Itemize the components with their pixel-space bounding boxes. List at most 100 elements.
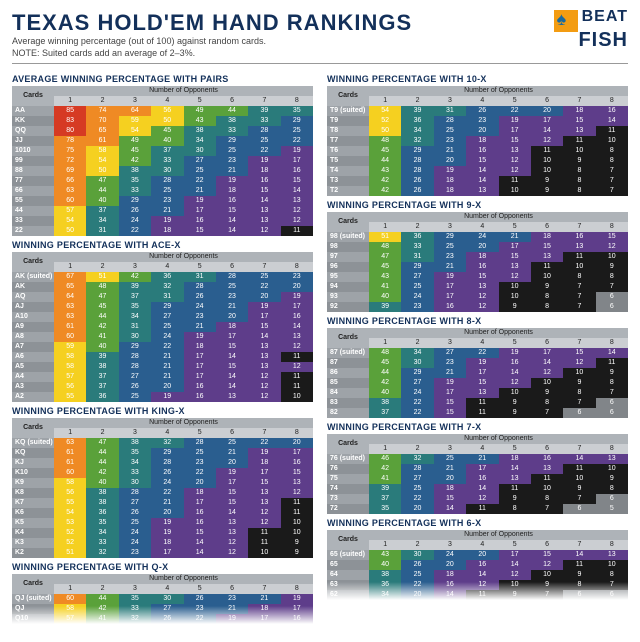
- pct-cell: 35: [281, 106, 313, 116]
- pct-cell: 26: [151, 468, 183, 478]
- pct-cell: 19: [216, 614, 248, 624]
- pct-cell: 21: [151, 352, 183, 362]
- pct-cell: 54: [119, 126, 151, 136]
- pct-cell: 22: [401, 580, 433, 590]
- hand-label: KQ (suited): [12, 438, 54, 448]
- col-header: 1: [369, 96, 401, 106]
- col-header: 1: [369, 540, 401, 550]
- pct-cell: 17: [184, 362, 216, 372]
- hand-label: 92: [327, 302, 369, 312]
- pct-cell: 40: [86, 196, 118, 206]
- hand-label: A3: [12, 382, 54, 392]
- pct-cell: 25: [434, 126, 466, 136]
- pct-cell: 16: [434, 302, 466, 312]
- pct-cell: 56: [151, 106, 183, 116]
- col-header: 8: [596, 96, 628, 106]
- pct-cell: 66: [54, 176, 86, 186]
- pct-cell: 8: [563, 176, 595, 186]
- pct-cell: 33: [248, 116, 280, 126]
- pct-cell: 28: [119, 352, 151, 362]
- pct-cell: 12: [499, 166, 531, 176]
- hand-label: 74: [327, 484, 369, 494]
- pct-cell: 8: [531, 302, 563, 312]
- pct-cell: 16: [184, 382, 216, 392]
- pct-cell: 9: [531, 580, 563, 590]
- pct-cell: 44: [86, 448, 118, 458]
- col-header: 6: [531, 444, 563, 454]
- pct-cell: 8: [563, 186, 595, 196]
- hand-label: AK: [12, 282, 54, 292]
- pct-cell: 12: [466, 302, 498, 312]
- pct-cell: 37: [119, 292, 151, 302]
- col-header: 7: [248, 428, 280, 438]
- pct-cell: 23: [434, 358, 466, 368]
- section-title: WINNING PERCENTAGE WITH 10-X: [327, 74, 628, 84]
- pct-cell: 12: [531, 560, 563, 570]
- pct-cell: 39: [401, 106, 433, 116]
- pct-cell: 11: [248, 538, 280, 548]
- col-header: 7: [248, 96, 280, 106]
- hand-label: KQ: [12, 448, 54, 458]
- col-header: 5: [499, 540, 531, 550]
- cards-header: Cards: [12, 574, 54, 594]
- pct-cell: 11: [563, 464, 595, 474]
- pct-cell: 19: [184, 332, 216, 342]
- pct-cell: 33: [119, 468, 151, 478]
- pct-cell: 58: [54, 478, 86, 488]
- pct-cell: 11: [466, 590, 498, 600]
- header: TEXAS HOLD'EM HAND RANKINGS Average winn…: [12, 10, 628, 64]
- logo-text-bottom: FISH: [554, 32, 628, 49]
- section-title: WINNING PERCENTAGE WITH 8-X: [327, 316, 628, 326]
- pct-cell: 22: [248, 438, 280, 448]
- col-header: 7: [563, 338, 595, 348]
- col-header: 5: [184, 96, 216, 106]
- col-header: 5: [184, 262, 216, 272]
- pct-cell: 6: [563, 590, 595, 600]
- pct-cell: 37: [86, 372, 118, 382]
- pct-cell: 10: [596, 560, 628, 570]
- pct-cell: 14: [281, 322, 313, 332]
- pct-cell: 69: [54, 166, 86, 176]
- pct-cell: 23: [184, 458, 216, 468]
- pct-cell: 20: [434, 560, 466, 570]
- col-header: 8: [596, 338, 628, 348]
- pct-cell: 16: [184, 392, 216, 402]
- pct-cell: 26: [401, 176, 433, 186]
- col-header: 6: [216, 428, 248, 438]
- pct-cell: 10: [531, 166, 563, 176]
- pct-cell: 33: [151, 156, 183, 166]
- pct-cell: 7: [531, 504, 563, 514]
- hand-label: 55: [12, 196, 54, 206]
- hand-label: 22: [12, 226, 54, 236]
- pct-cell: 15: [184, 528, 216, 538]
- pct-cell: 26: [401, 186, 433, 196]
- col-header: 6: [216, 584, 248, 594]
- pct-cell: 28: [248, 126, 280, 136]
- pct-cell: 19: [248, 156, 280, 166]
- pct-cell: 18: [216, 186, 248, 196]
- pct-cell: 59: [54, 342, 86, 352]
- pct-cell: 23: [184, 312, 216, 322]
- pct-cell: 64: [119, 106, 151, 116]
- pct-cell: 12: [281, 216, 313, 226]
- pct-cell: 14: [216, 226, 248, 236]
- pct-cell: 10: [596, 252, 628, 262]
- pct-cell: 21: [216, 604, 248, 614]
- pct-cell: 15: [531, 550, 563, 560]
- pct-cell: 25: [281, 126, 313, 136]
- pct-cell: 17: [184, 206, 216, 216]
- pct-cell: 20: [184, 478, 216, 488]
- pct-cell: 12: [248, 372, 280, 382]
- pct-cell: 25: [401, 282, 433, 292]
- pct-cell: 20: [281, 282, 313, 292]
- hand-label: 98 (suited): [327, 232, 369, 242]
- pct-cell: 30: [401, 358, 433, 368]
- pct-cell: 26: [119, 382, 151, 392]
- pct-cell: 18: [434, 176, 466, 186]
- pct-cell: 5: [596, 504, 628, 514]
- pct-cell: 44: [216, 106, 248, 116]
- hand-label: 73: [327, 494, 369, 504]
- pct-cell: 14: [499, 368, 531, 378]
- pct-cell: 57: [54, 614, 86, 624]
- pct-cell: 13: [248, 498, 280, 508]
